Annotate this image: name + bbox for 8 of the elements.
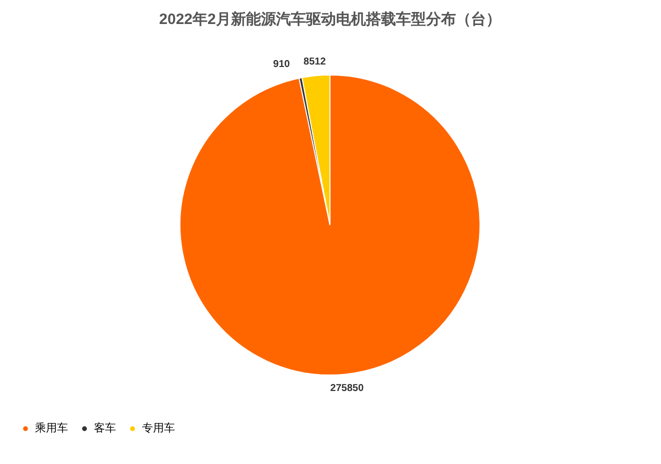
- data-label: 275850: [330, 383, 364, 394]
- chart-title: 2022年2月新能源汽车驱动电机搭载车型分布（台）: [159, 10, 501, 28]
- pie-slice: [180, 74, 480, 376]
- data-label: 910: [273, 59, 290, 70]
- legend-label: 专用车: [142, 422, 175, 435]
- legend-label: 客车: [94, 422, 116, 435]
- legend-label: 乘用车: [35, 422, 68, 435]
- data-label: 8512: [304, 56, 326, 68]
